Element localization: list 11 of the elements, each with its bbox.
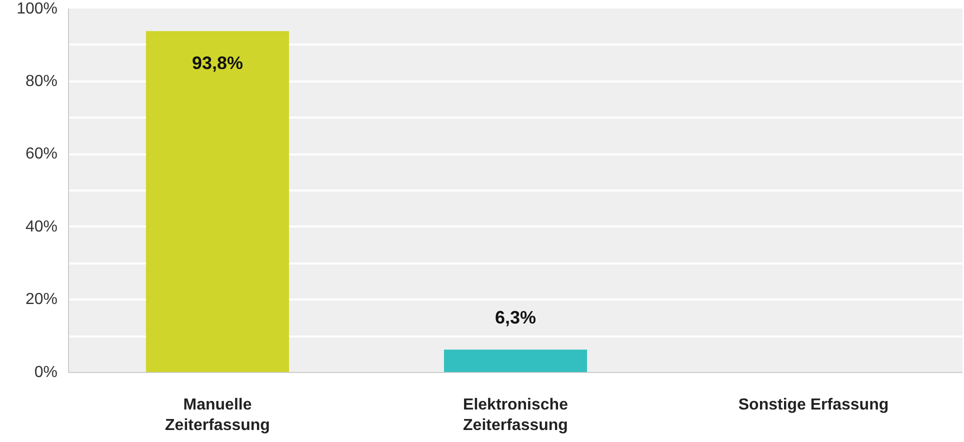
data-label: 6,3% (494, 308, 536, 328)
x-tick-label: Sonstige Erfassung (738, 396, 889, 414)
data-label: 93,8% (192, 53, 244, 74)
x-tick-label: Manuelle Zeiterfassung (165, 396, 270, 434)
y-tick-label: 60% (25, 146, 58, 163)
y-tick-label: 80% (25, 72, 58, 90)
y-tick-label: 0% (34, 364, 58, 381)
y-tick-label: 20% (25, 291, 58, 308)
x-tick-label: Elektronische Zeiterfassung (463, 396, 568, 434)
y-tick-label: 40% (25, 218, 58, 236)
y-tick-label: 100% (16, 0, 58, 18)
